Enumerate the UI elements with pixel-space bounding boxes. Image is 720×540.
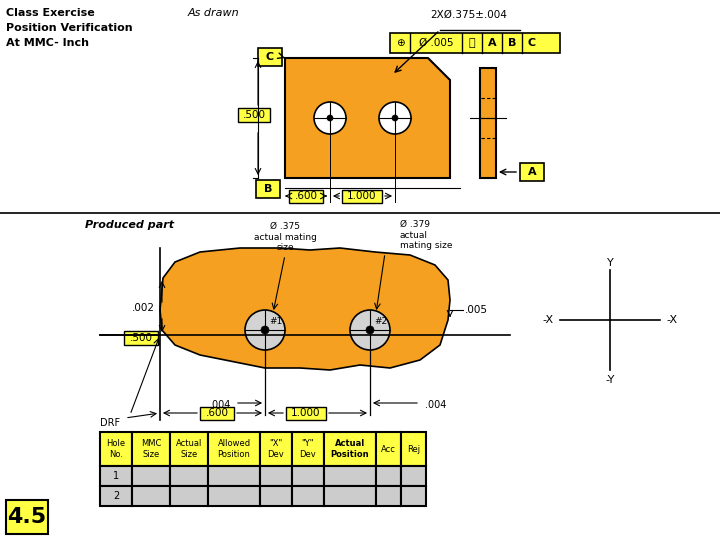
Text: Rej: Rej <box>407 444 420 454</box>
Text: Produced part: Produced part <box>85 220 174 230</box>
Text: A: A <box>487 38 496 48</box>
Circle shape <box>392 115 398 121</box>
Text: .500: .500 <box>130 333 153 343</box>
Text: .004: .004 <box>209 400 230 410</box>
Bar <box>292 486 324 506</box>
Text: 4.5: 4.5 <box>7 507 47 527</box>
FancyBboxPatch shape <box>256 180 280 198</box>
Bar <box>292 466 324 486</box>
Bar <box>260 432 292 466</box>
Polygon shape <box>480 68 496 178</box>
Text: -X: -X <box>543 315 554 325</box>
Bar <box>132 486 170 506</box>
Bar <box>324 432 376 466</box>
Bar <box>100 486 132 506</box>
Text: Acc: Acc <box>381 444 396 454</box>
FancyBboxPatch shape <box>124 331 158 345</box>
Bar <box>324 486 376 506</box>
Bar <box>170 466 208 486</box>
Text: Hole
No.: Hole No. <box>107 440 125 458</box>
Text: C: C <box>528 38 536 48</box>
Text: Actual
Size: Actual Size <box>176 440 202 458</box>
Bar <box>401 486 426 506</box>
Text: B: B <box>264 184 272 194</box>
Text: .004: .004 <box>425 400 446 410</box>
Text: .600: .600 <box>205 408 228 418</box>
Bar <box>390 33 560 53</box>
FancyBboxPatch shape <box>286 407 326 420</box>
FancyBboxPatch shape <box>520 163 544 181</box>
FancyBboxPatch shape <box>342 190 382 203</box>
Bar <box>292 432 324 466</box>
Bar <box>324 466 376 486</box>
Text: Class Exercise
Position Verification
At MMC- Inch: Class Exercise Position Verification At … <box>6 8 132 48</box>
FancyBboxPatch shape <box>200 407 234 420</box>
FancyBboxPatch shape <box>289 190 323 203</box>
Bar <box>100 466 132 486</box>
Text: #1: #1 <box>269 318 282 327</box>
Text: Y: Y <box>607 258 613 268</box>
Text: 2XØ.375±.004: 2XØ.375±.004 <box>430 10 507 20</box>
FancyBboxPatch shape <box>238 108 270 122</box>
Text: B: B <box>508 38 516 48</box>
Circle shape <box>245 310 285 350</box>
Text: .005: .005 <box>465 305 488 315</box>
Text: Actual
Position: Actual Position <box>330 440 369 458</box>
Text: DRF: DRF <box>100 418 120 428</box>
Bar <box>260 466 292 486</box>
Bar <box>6 500 48 534</box>
Text: 1.000: 1.000 <box>292 408 320 418</box>
Text: "X"
Dev: "X" Dev <box>268 440 284 458</box>
Bar <box>100 432 132 466</box>
Bar <box>208 466 260 486</box>
Text: -Y: -Y <box>606 375 615 385</box>
Bar <box>170 486 208 506</box>
Bar <box>376 432 401 466</box>
Text: .002: .002 <box>132 303 155 313</box>
FancyBboxPatch shape <box>258 48 282 66</box>
Text: #2: #2 <box>374 318 387 327</box>
Bar <box>208 432 260 466</box>
Text: A: A <box>528 167 536 177</box>
Text: C: C <box>266 52 274 62</box>
Text: -X: -X <box>666 315 677 325</box>
Circle shape <box>379 102 411 134</box>
Text: 2: 2 <box>113 491 119 501</box>
Bar <box>401 432 426 466</box>
Text: ⊕: ⊕ <box>395 38 405 48</box>
Circle shape <box>314 102 346 134</box>
Bar <box>132 466 170 486</box>
Bar <box>376 466 401 486</box>
Text: 1.000: 1.000 <box>347 191 377 201</box>
Text: .500: .500 <box>243 110 266 120</box>
Circle shape <box>350 310 390 350</box>
Text: 1: 1 <box>113 471 119 481</box>
Polygon shape <box>160 248 450 370</box>
Polygon shape <box>285 58 450 178</box>
Bar <box>132 432 170 466</box>
Bar <box>260 486 292 506</box>
Bar <box>170 432 208 466</box>
Circle shape <box>261 326 269 334</box>
Text: MMC
Size: MMC Size <box>141 440 161 458</box>
Text: Ø .005: Ø .005 <box>419 38 454 48</box>
Circle shape <box>366 326 374 334</box>
Text: Ø .375
actual mating
size: Ø .375 actual mating size <box>253 222 316 252</box>
Text: Ø .379
actual
mating size: Ø .379 actual mating size <box>400 220 452 250</box>
Text: As drawn: As drawn <box>188 8 240 18</box>
Text: "Y"
Dev: "Y" Dev <box>300 440 316 458</box>
Bar <box>208 486 260 506</box>
Bar <box>401 466 426 486</box>
Bar <box>376 486 401 506</box>
Text: Allowed
Position: Allowed Position <box>217 440 251 458</box>
Text: Ⓜ: Ⓜ <box>469 38 475 48</box>
Circle shape <box>327 115 333 121</box>
Text: .600: .600 <box>294 191 318 201</box>
